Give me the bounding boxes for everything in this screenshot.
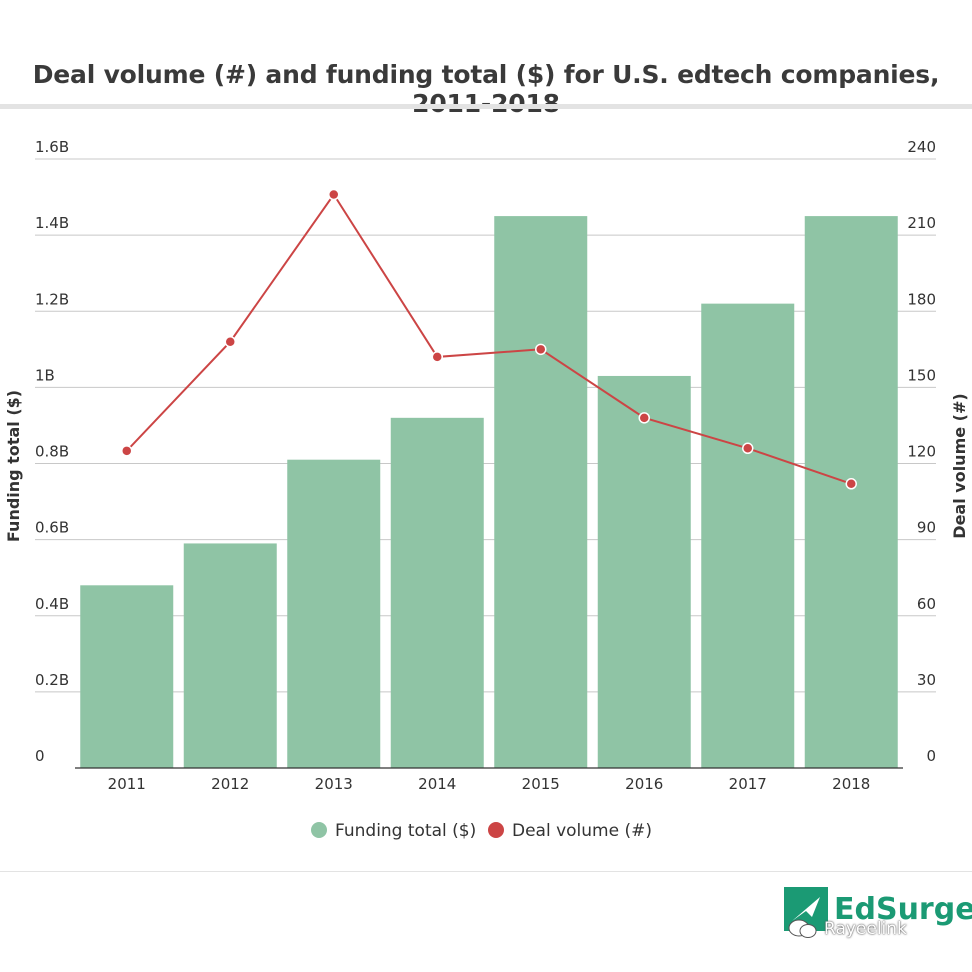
legend-marker-deals (488, 822, 504, 838)
bar-2014 (390, 417, 484, 768)
x-tick-label: 2016 (625, 775, 663, 793)
point-2012 (224, 335, 236, 348)
x-tick-label: 2011 (108, 775, 146, 793)
x-tick-label: 2013 (315, 775, 353, 793)
bar-2013 (287, 459, 381, 768)
left-axis-title: Funding total ($) (4, 390, 23, 542)
point-2013 (328, 188, 340, 201)
logo-text: EdSurge (834, 891, 972, 927)
left-tick-label: 0.4B (35, 595, 69, 613)
left-axis-ticks: 0 0.2B 0.4B 0.6B 0.8B 1B 1.2B 1.4B 1.6B (35, 138, 69, 765)
chart-title: Deal volume (#) and funding total ($) fo… (32, 60, 940, 118)
right-tick-label: 120 (907, 443, 936, 461)
right-tick-label: 150 (907, 366, 936, 384)
point-2011 (121, 445, 133, 457)
x-tick-label: 2015 (522, 775, 560, 793)
deal-volume-line (126, 192, 852, 485)
legend-marker-funding (311, 822, 327, 838)
left-tick-label: 1.2B (35, 290, 69, 308)
left-tick-label: 0.6B (35, 519, 69, 537)
bar-2015 (494, 216, 588, 768)
bar-series (80, 216, 898, 768)
bar-2011 (80, 585, 174, 768)
x-tick-label: 2014 (418, 775, 456, 793)
right-tick-label: 30 (917, 671, 936, 689)
point-2018 (845, 478, 857, 490)
chat-bubble-icon (788, 919, 817, 938)
right-axis-title: Deal volume (#) (950, 393, 969, 538)
right-axis-ticks: 0 30 60 90 120 150 180 210 240 (907, 138, 936, 765)
left-tick-label: 1B (35, 366, 55, 384)
right-tick-label: 240 (907, 138, 936, 156)
line-series (121, 188, 857, 490)
bar-2018 (804, 216, 898, 768)
legend-label-deals: Deal volume (#) (512, 821, 652, 841)
point-2016 (638, 412, 650, 424)
left-tick-label: 0.2B (35, 671, 69, 689)
right-tick-label: 90 (917, 519, 936, 537)
legend: Funding total ($) Deal volume (#) (311, 821, 652, 841)
left-tick-label: 0.8B (35, 443, 69, 461)
point-2015 (535, 343, 547, 356)
chart-plot: 0 0.2B 0.4B 0.6B 0.8B 1B 1.2B 1.4B 1.6B 0 30 60 90 1… (4, 138, 969, 841)
top-divider (0, 104, 972, 109)
point-2014 (431, 351, 443, 363)
left-tick-label: 1.4B (35, 214, 69, 232)
bottom-divider (0, 871, 972, 872)
right-tick-label: 0 (926, 747, 936, 765)
x-tick-label: 2017 (729, 775, 767, 793)
watermark-text: Rayeelink (824, 919, 907, 939)
bar-2012 (183, 543, 277, 768)
right-tick-label: 180 (907, 290, 936, 308)
x-tick-label: 2012 (211, 775, 249, 793)
watermark: Rayeelink (788, 919, 907, 939)
x-axis-ticks: 2011 2012 2013 2014 2015 2016 2017 2018 (108, 775, 871, 793)
right-tick-label: 210 (907, 214, 936, 232)
bar-2017 (701, 303, 795, 768)
x-tick-label: 2018 (832, 775, 870, 793)
bar-2016 (597, 375, 691, 768)
legend-label-funding: Funding total ($) (335, 821, 476, 841)
left-tick-label: 0 (35, 747, 45, 765)
right-tick-label: 60 (917, 595, 936, 613)
point-2017 (742, 442, 754, 455)
left-tick-label: 1.6B (35, 138, 69, 156)
